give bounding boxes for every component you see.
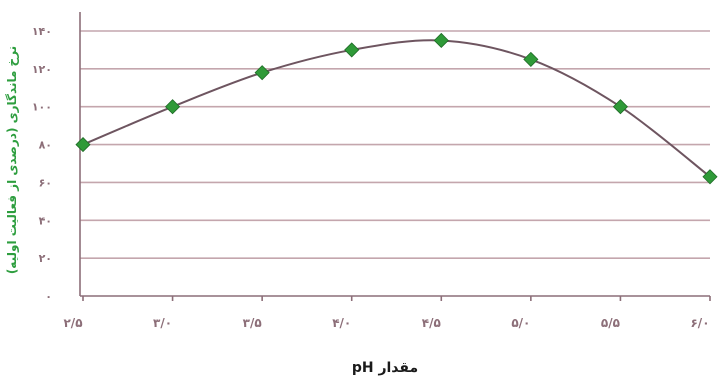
- data-point: [702, 169, 718, 185]
- y-tick-label: ۶۰: [39, 176, 52, 189]
- data-point: [433, 32, 449, 49]
- y-tick-label: ۰: [45, 290, 52, 303]
- x-tick-label: ۲/۵: [63, 316, 82, 330]
- x-tick-label: ۳/۵: [243, 316, 262, 330]
- label-layer: نرخ ماندگاری (درصدی از فعالیت اولیه) مقد…: [5, 46, 418, 376]
- y-axis-label: نرخ ماندگاری (درصدی از فعالیت اولیه): [5, 46, 20, 274]
- data-point: [254, 65, 270, 81]
- data-point: [75, 137, 91, 153]
- y-tick-label: ۱۲۰: [32, 63, 52, 76]
- x-tick-label: ۳/۰: [153, 316, 172, 330]
- axis-layer: ۰ ۲۰ ۴۰ ۶۰ ۸۰ ۱۰۰ ۱۲۰ ۱۴۰ ۲/۵ ۳/۰ ۳/۵ ۴/۰ ۴/۵ ۵/۰ ۵/۵ ۶…: [32, 12, 711, 330]
- x-tick-label: ۵/۰: [511, 316, 530, 330]
- y-tick-label: ۴۰: [39, 214, 52, 227]
- x-axis-label: مقدار pH: [352, 360, 418, 376]
- data-point: [523, 51, 539, 67]
- data-point: [612, 99, 628, 115]
- data-point: [344, 42, 360, 58]
- x-tick-label: ۵/۵: [601, 316, 620, 330]
- series-layer: [75, 32, 718, 185]
- y-tick-label: ۸۰: [39, 139, 52, 152]
- x-tick-label: ۶/۰: [690, 316, 709, 330]
- y-tick-label: ۱۰۰: [32, 101, 52, 114]
- grid-layer: [80, 30, 710, 259]
- x-tick-label: ۴/۵: [422, 316, 441, 330]
- y-tick-label: ۲۰: [39, 252, 52, 265]
- y-tick-label: ۱۴۰: [32, 25, 52, 38]
- x-tick-label: ۴/۰: [332, 316, 351, 330]
- data-point: [165, 99, 181, 115]
